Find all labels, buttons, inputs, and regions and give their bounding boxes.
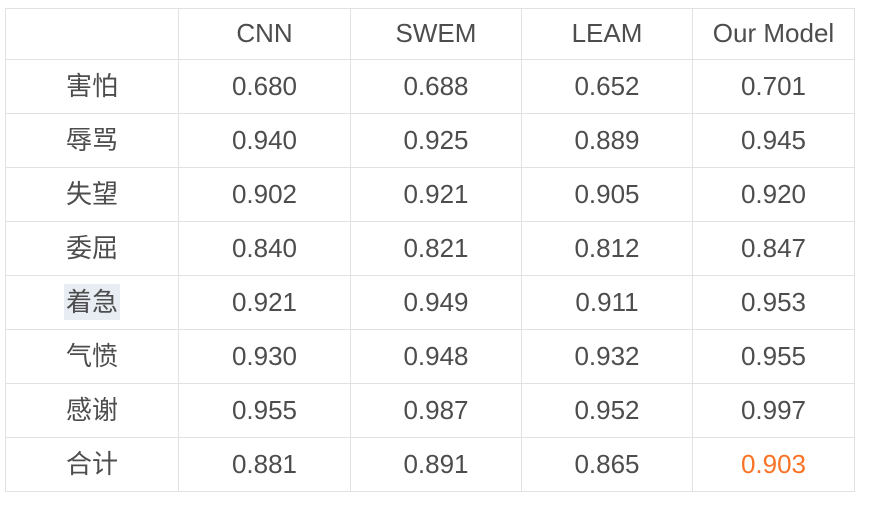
value-cell: 0.930 xyxy=(178,329,351,384)
row-label-cell: 感谢 xyxy=(5,383,179,438)
value-cell: 0.987 xyxy=(350,383,522,438)
row-label-cell: 气愤 xyxy=(5,329,179,384)
value-cell: 0.865 xyxy=(521,437,693,492)
header-cell-leam: LEAM xyxy=(521,8,693,60)
value-cell: 0.821 xyxy=(350,221,522,276)
value-cell: 0.680 xyxy=(178,59,351,114)
value-cell: 0.701 xyxy=(692,59,855,114)
table-row: 气愤 0.930 0.948 0.932 0.955 xyxy=(5,329,855,384)
value-cell: 0.948 xyxy=(350,329,522,384)
value-cell: 0.905 xyxy=(521,167,693,222)
header-cell-our-model: Our Model xyxy=(692,8,855,60)
row-label-cell: 委屈 xyxy=(5,221,179,276)
value-cell: 0.920 xyxy=(692,167,855,222)
accent-value-cell: 0.903 xyxy=(692,437,855,492)
row-label: 委屈 xyxy=(65,232,118,263)
header-cell-cnn: CNN xyxy=(178,8,351,60)
header-cell-swem: SWEM xyxy=(350,8,522,60)
value-cell: 0.952 xyxy=(521,383,693,438)
row-label-cell: 辱骂 xyxy=(5,113,179,168)
row-label-cell: 合计 xyxy=(5,437,179,492)
header-row: CNN SWEM LEAM Our Model xyxy=(5,8,855,60)
value-cell: 0.902 xyxy=(178,167,351,222)
value-cell: 0.921 xyxy=(178,275,351,330)
value-cell: 0.891 xyxy=(350,437,522,492)
row-label: 害怕 xyxy=(65,70,118,101)
table-row: 害怕 0.680 0.688 0.652 0.701 xyxy=(5,59,855,114)
row-label-cell: 害怕 xyxy=(5,59,179,114)
value-cell: 0.940 xyxy=(178,113,351,168)
row-label-cell: 着急 xyxy=(5,275,179,330)
header-cell-empty xyxy=(5,8,179,60)
table-row: 感谢 0.955 0.987 0.952 0.997 xyxy=(5,383,855,438)
row-label: 辱骂 xyxy=(65,124,118,155)
value-cell: 0.955 xyxy=(178,383,351,438)
value-cell: 0.840 xyxy=(178,221,351,276)
value-cell: 0.997 xyxy=(692,383,855,438)
row-label: 气愤 xyxy=(65,340,118,371)
table-row: 委屈 0.840 0.821 0.812 0.847 xyxy=(5,221,855,276)
value-cell: 0.921 xyxy=(350,167,522,222)
value-cell: 0.925 xyxy=(350,113,522,168)
model-comparison-table: CNN SWEM LEAM Our Model 害怕 0.680 0.688 0… xyxy=(5,8,855,492)
row-label: 失望 xyxy=(65,178,118,209)
value-cell: 0.847 xyxy=(692,221,855,276)
table-row: 辱骂 0.940 0.925 0.889 0.945 xyxy=(5,113,855,168)
selection-highlight: 着急 xyxy=(63,283,120,320)
value-cell: 0.812 xyxy=(521,221,693,276)
value-cell: 0.652 xyxy=(521,59,693,114)
value-cell: 0.881 xyxy=(178,437,351,492)
table-row-total: 合计 0.881 0.891 0.865 0.903 xyxy=(5,437,855,492)
value-cell: 0.911 xyxy=(521,275,693,330)
value-cell: 0.953 xyxy=(692,275,855,330)
value-cell: 0.955 xyxy=(692,329,855,384)
row-label: 合计 xyxy=(65,448,118,479)
value-cell: 0.889 xyxy=(521,113,693,168)
row-label-cell: 失望 xyxy=(5,167,179,222)
row-label: 感谢 xyxy=(65,394,118,425)
value-cell: 0.688 xyxy=(350,59,522,114)
table-row: 失望 0.902 0.921 0.905 0.920 xyxy=(5,167,855,222)
value-cell: 0.932 xyxy=(521,329,693,384)
table-row: 着急 0.921 0.949 0.911 0.953 xyxy=(5,275,855,330)
value-cell: 0.945 xyxy=(692,113,855,168)
value-cell: 0.949 xyxy=(350,275,522,330)
